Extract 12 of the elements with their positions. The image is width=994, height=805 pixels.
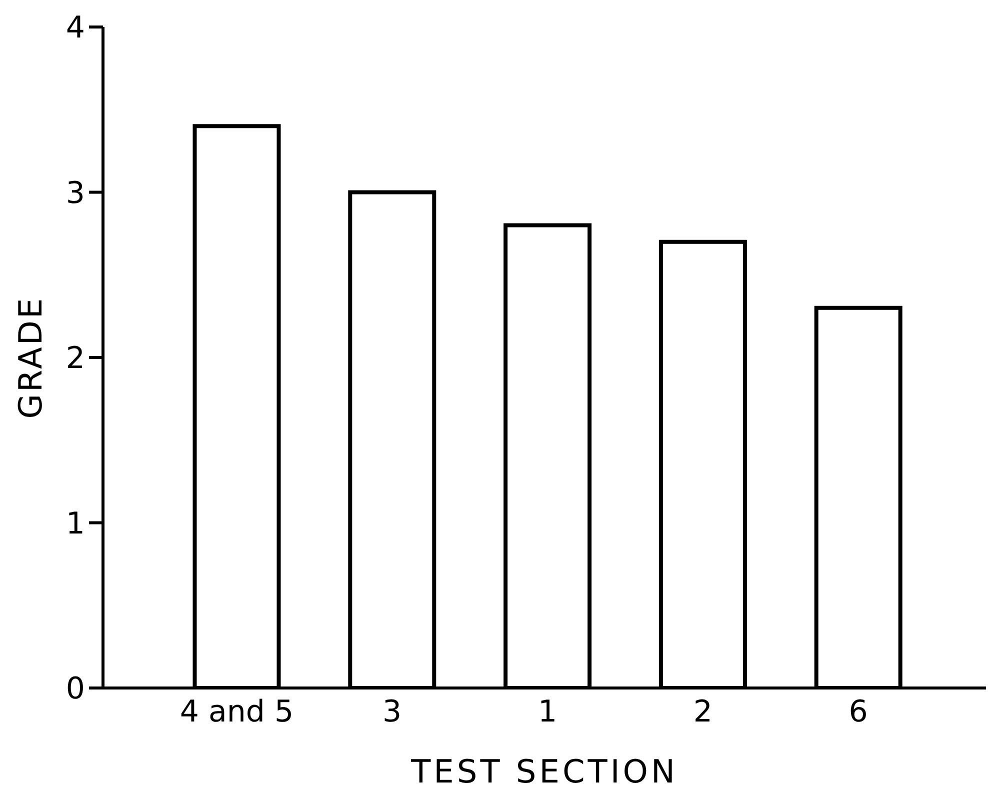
x-tick-label: 6 bbox=[848, 694, 868, 730]
x-axis-title: TEST SECTION bbox=[410, 752, 678, 791]
y-tick-label: 3 bbox=[66, 176, 85, 211]
y-axis-title: GRADE bbox=[11, 296, 50, 419]
y-tick-label: 2 bbox=[66, 341, 85, 376]
x-tick-label: 4 and 5 bbox=[180, 694, 294, 730]
x-tick-label: 2 bbox=[693, 694, 712, 730]
x-tick-label: 1 bbox=[538, 694, 558, 730]
y-tick-label: 0 bbox=[66, 672, 85, 707]
y-tick-label: 1 bbox=[66, 506, 85, 542]
y-tick-label: 4 bbox=[66, 10, 85, 46]
x-tick-label: 3 bbox=[382, 694, 402, 730]
